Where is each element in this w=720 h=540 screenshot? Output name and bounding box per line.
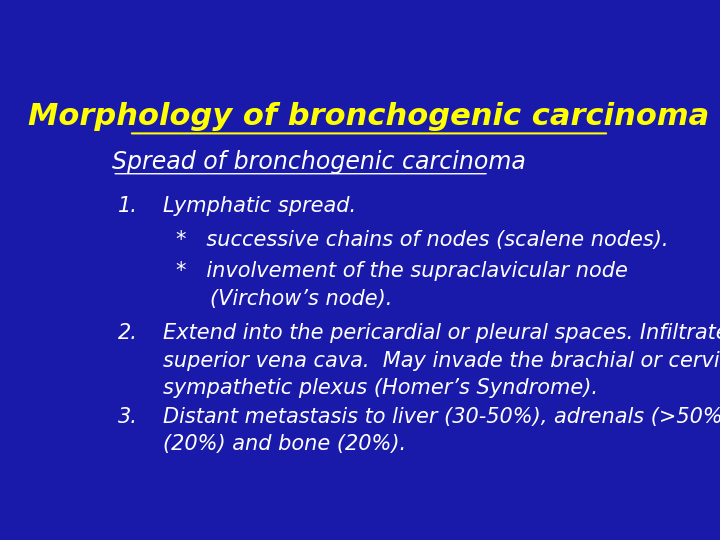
Text: Lymphatic spread.: Lymphatic spread. bbox=[163, 196, 356, 216]
Text: Spread of bronchogenic carcinoma: Spread of bronchogenic carcinoma bbox=[112, 150, 526, 174]
Text: *   successive chains of nodes (scalene nodes).: * successive chains of nodes (scalene no… bbox=[176, 230, 669, 250]
Text: Distant metastasis to liver (30-50%), adrenals (>50%), brain
(20%) and bone (20%: Distant metastasis to liver (30-50%), ad… bbox=[163, 407, 720, 454]
Text: (Virchow’s node).: (Virchow’s node). bbox=[210, 289, 392, 309]
Text: 1.: 1. bbox=[118, 196, 138, 216]
Text: Extend into the pericardial or pleural spaces. Infiltrate the
superior vena cava: Extend into the pericardial or pleural s… bbox=[163, 323, 720, 398]
Text: 3.: 3. bbox=[118, 407, 138, 427]
Text: Morphology of bronchogenic carcinoma: Morphology of bronchogenic carcinoma bbox=[28, 102, 710, 131]
Text: *   involvement of the supraclavicular node: * involvement of the supraclavicular nod… bbox=[176, 261, 629, 281]
Text: 2.: 2. bbox=[118, 323, 138, 343]
